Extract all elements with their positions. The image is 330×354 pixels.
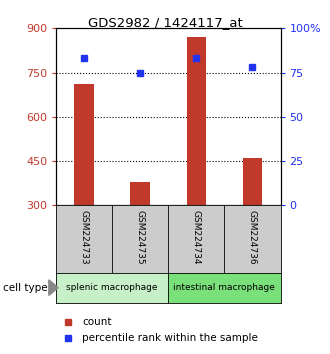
Text: GSM224733: GSM224733: [80, 210, 89, 265]
Bar: [186, 37, 206, 205]
Polygon shape: [49, 280, 58, 295]
Text: cell type: cell type: [3, 282, 48, 293]
Text: GSM224735: GSM224735: [136, 210, 145, 265]
Text: GDS2982 / 1424117_at: GDS2982 / 1424117_at: [88, 16, 242, 29]
Text: percentile rank within the sample: percentile rank within the sample: [82, 333, 258, 343]
Bar: [243, 158, 262, 205]
Text: GSM224736: GSM224736: [248, 210, 257, 265]
Text: splenic macrophage: splenic macrophage: [66, 283, 158, 292]
Text: GSM224734: GSM224734: [192, 210, 201, 265]
Bar: [74, 84, 94, 205]
Text: intestinal macrophage: intestinal macrophage: [174, 283, 275, 292]
Text: count: count: [82, 317, 112, 327]
Bar: [130, 182, 150, 205]
